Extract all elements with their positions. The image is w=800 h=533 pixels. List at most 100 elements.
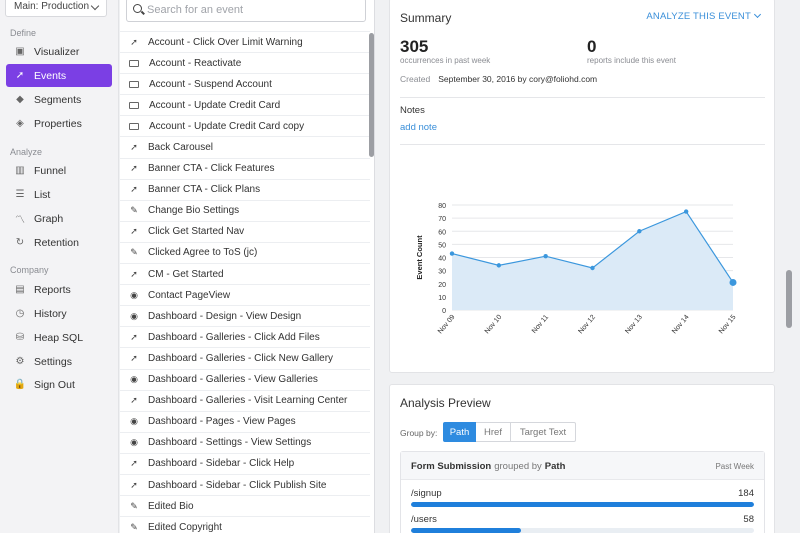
sidebar-item-graph[interactable]: 〽 Graph — [6, 207, 112, 230]
event-list-item[interactable]: ✎ Edited Bio — [120, 495, 370, 516]
sidebar-item-heap-sql[interactable]: ⛁ Heap SQL — [6, 326, 112, 349]
cursor-icon: ➚ — [130, 268, 138, 279]
preview-row-value: 184 — [738, 488, 754, 499]
event-list-item[interactable]: Account - Update Credit Card — [120, 94, 370, 115]
analyze-event-button[interactable]: ANALYZE THIS EVENT — [646, 10, 762, 22]
cursor-icon: ➚ — [130, 163, 138, 174]
event-list-item[interactable]: ◉ Dashboard - Design - View Design — [120, 305, 370, 326]
event-label: Account - Update Credit Card — [149, 99, 281, 111]
event-label: Dashboard - Galleries - Click New Galler… — [148, 352, 334, 364]
event-list-item[interactable]: ➚ CM - Get Started — [120, 263, 370, 284]
add-note-link[interactable]: add note — [400, 122, 437, 133]
event-list-item[interactable]: ◉ Dashboard - Galleries - View Galleries — [120, 368, 370, 390]
sidebar: Main: Production Define Analyze Company … — [0, 0, 119, 533]
event-label: Account - Suspend Account — [149, 78, 272, 90]
sidebar-item-retention[interactable]: ↻ Retention — [6, 231, 112, 254]
cursor-icon: ➚ — [130, 458, 138, 469]
section-label-company: Company — [10, 265, 49, 275]
sidebar-item-settings[interactable]: ⚙ Settings — [6, 350, 112, 373]
analysis-preview-title: Analysis Preview — [400, 396, 491, 410]
sidebar-item-list[interactable]: ☰ List — [6, 183, 112, 206]
page-scrollbar[interactable] — [786, 270, 792, 328]
event-label: Dashboard - Sidebar - Click Publish Site — [148, 479, 327, 491]
event-label: Click Get Started Nav — [148, 226, 245, 238]
event-list-scrollbar[interactable] — [369, 33, 374, 157]
event-list-item[interactable]: ➚ Dashboard - Galleries - Click New Galle… — [120, 347, 370, 368]
data-point — [637, 229, 642, 234]
cursor-icon: ➚ — [130, 226, 138, 237]
event-list-item[interactable]: ◉ Dashboard - Pages - View Pages — [120, 410, 370, 432]
sidebar-item-label: Graph — [34, 212, 64, 225]
form-icon — [129, 122, 139, 130]
event-list-item[interactable]: ✎ Edited Copyright — [120, 516, 370, 533]
data-point — [683, 209, 689, 214]
event-list-item[interactable]: ➚ Dashboard - Galleries - Visit Learning … — [120, 389, 370, 411]
event-label: Account - Click Over Limit Warning — [148, 36, 303, 48]
event-label: Edited Copyright — [148, 521, 222, 533]
event-label: Back Carousel — [148, 142, 214, 154]
preview-table-title: Form Submission grouped by Path — [411, 461, 565, 472]
sidebar-item-properties[interactable]: ◈ Properties — [6, 112, 112, 135]
data-point — [590, 265, 595, 271]
event-list-item[interactable]: ➚ Dashboard - Sidebar - Click Help — [120, 452, 370, 474]
event-list-item[interactable]: ➚ Banner CTA - Click Plans — [120, 178, 370, 200]
sidebar-item-label: Properties — [34, 117, 82, 130]
group-by-path-button[interactable]: Path — [443, 422, 476, 442]
event-list-item[interactable]: ◉ Contact PageView — [120, 284, 370, 305]
history-icon: ◷ — [15, 308, 25, 319]
sidebar-item-sign-out[interactable]: 🔒 Sign Out — [6, 373, 112, 396]
section-label-analyze: Analyze — [10, 147, 43, 157]
event-list-item[interactable]: ✎ Clicked Agree to ToS (jc) — [120, 241, 370, 263]
cursor-icon: ➚ — [130, 142, 138, 153]
event-list-item[interactable]: ➚ Click Get Started Nav — [120, 220, 370, 242]
event-list-item[interactable]: ✎ Change Bio Settings — [120, 199, 370, 221]
preview-row-value: 58 — [743, 514, 754, 525]
y-tick-label: 80 — [438, 203, 446, 210]
sidebar-item-events[interactable]: ➚ Events — [6, 64, 112, 87]
event-list-item[interactable]: ➚ Dashboard - Galleries - Click Add Files — [120, 326, 370, 347]
event-list-item[interactable]: ➚ Account - Click Over Limit Warning — [120, 31, 370, 52]
event-list-item[interactable]: Account - Suspend Account — [120, 73, 370, 94]
summary-card: Summary ANALYZE THIS EVENT 305 occurrenc… — [389, 0, 775, 373]
event-label: Clicked Agree to ToS (jc) — [148, 247, 258, 259]
sidebar-item-segments[interactable]: ◆ Segments — [6, 88, 112, 111]
event-label: Edited Bio — [148, 500, 194, 512]
pencil-icon: ✎ — [130, 500, 138, 511]
sidebar-item-history[interactable]: ◷ History — [6, 302, 112, 325]
sidebar-item-reports[interactable]: ▤ Reports — [6, 278, 112, 301]
search-input[interactable] — [147, 4, 347, 16]
sidebar-item-label: Sign Out — [34, 378, 75, 391]
cursor-icon: ➚ — [130, 395, 138, 406]
created-info: Created September 30, 2016 by cory@folioh… — [400, 74, 597, 84]
occurrences-count: 305 — [400, 37, 429, 56]
event-list-item[interactable]: Account - Update Credit Card copy — [120, 115, 370, 136]
group-by-href-button[interactable]: Href — [476, 422, 511, 442]
section-label-define: Define — [10, 28, 37, 38]
sidebar-item-visualizer[interactable]: ▣ Visualizer — [6, 40, 112, 63]
preview-table: Form Submission grouped by Path Past Week … — [400, 451, 765, 533]
form-icon — [129, 80, 139, 88]
event-list-item[interactable]: ➚ Banner CTA - Click Features — [120, 157, 370, 179]
environment-select[interactable]: Main: Production — [5, 0, 107, 17]
event-list-item[interactable]: Account - Reactivate — [120, 52, 370, 73]
event-list-item[interactable]: ◉ Dashboard - Settings - View Settings — [120, 431, 370, 453]
pencil-icon: ✎ — [130, 247, 138, 258]
event-list-panel: ➚ Account - Click Over Limit Warning Accou… — [120, 0, 375, 533]
pencil-icon: ✎ — [130, 521, 138, 532]
y-tick-label: 10 — [438, 295, 446, 302]
form-icon — [129, 59, 139, 67]
x-tick-label: Nov 09 — [437, 314, 457, 336]
sidebar-item-label: List — [34, 188, 51, 201]
eye-icon: ◉ — [130, 289, 138, 300]
group-by-target-text-button[interactable]: Target Text — [511, 422, 576, 442]
search-box[interactable] — [126, 0, 366, 22]
list-icon: ☰ — [15, 189, 25, 200]
event-label: Banner CTA - Click Plans — [148, 184, 261, 196]
created-value: September 30, 2016 by cory@foliohd.com — [438, 74, 598, 84]
event-label: Banner CTA - Click Features — [148, 163, 275, 175]
event-list-item[interactable]: ➚ Back Carousel — [120, 136, 370, 157]
retention-icon: ↻ — [15, 237, 25, 248]
sidebar-item-funnel[interactable]: ▥ Funnel — [6, 159, 112, 182]
pencil-icon: ✎ — [130, 205, 138, 216]
event-list-item[interactable]: ➚ Dashboard - Sidebar - Click Publish Sit… — [120, 473, 370, 495]
